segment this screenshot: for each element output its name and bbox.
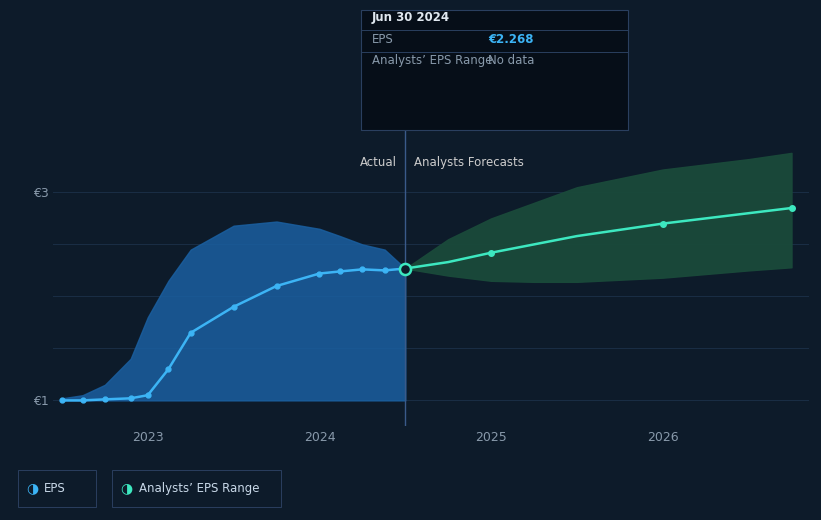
Text: Analysts’ EPS Range: Analysts’ EPS Range <box>372 54 493 67</box>
Text: No data: No data <box>488 54 534 67</box>
Text: ◑: ◑ <box>26 482 39 495</box>
Text: Actual: Actual <box>360 156 397 169</box>
Text: EPS: EPS <box>44 482 66 495</box>
Text: Analysts’ EPS Range: Analysts’ EPS Range <box>139 482 259 495</box>
Text: Jun 30 2024: Jun 30 2024 <box>372 11 450 24</box>
Text: €2.268: €2.268 <box>488 33 534 46</box>
Text: ◑: ◑ <box>121 482 133 495</box>
Text: Analysts Forecasts: Analysts Forecasts <box>414 156 524 169</box>
Text: EPS: EPS <box>372 33 393 46</box>
